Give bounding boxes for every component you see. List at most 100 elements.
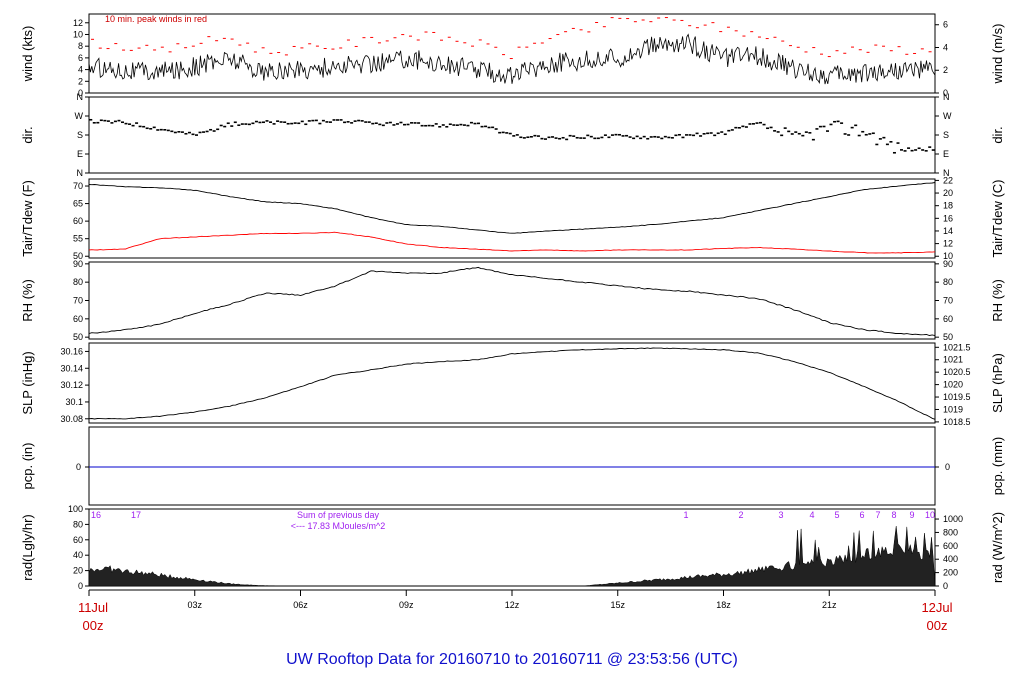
rh-tick-label-left: 60	[73, 314, 83, 324]
temp-tick-label-right: 12	[943, 239, 953, 249]
temp-tick-label-left: 70	[73, 181, 83, 191]
x-tick-label: 12z	[505, 600, 520, 610]
rad-tick-label-left: 100	[68, 504, 83, 514]
dir-ylabel-right: dir.	[990, 126, 1005, 143]
slp-ylabel-right: SLP (hPa)	[990, 353, 1005, 413]
wind-tick-label-right: 6	[943, 20, 948, 30]
temp-ylabel: Tair/Tdew (F)	[20, 180, 35, 257]
dir-tick-label-left: S	[77, 130, 83, 140]
rad-hour-label: 16	[91, 510, 101, 520]
wind-tick-label-right: 4	[943, 42, 948, 52]
slp-tick-label-right: 1021	[943, 355, 963, 365]
chart-title: UW Rooftop Data for 20160710 to 20160711…	[286, 651, 738, 668]
rad-ylabel-right: rad (W/m^2)	[990, 512, 1005, 583]
end-date-label: 12Jul	[921, 600, 952, 615]
rh-tick-label-right: 60	[943, 314, 953, 324]
slp-tick-label-right: 1021.5	[943, 342, 971, 352]
temp-tick-label-right: 14	[943, 226, 953, 236]
rh-tick-label-left: 50	[73, 332, 83, 342]
panel-slp: SLP (inHg) SLP (hPa) 30.08 30.1 30.12 30.14 30…	[20, 342, 1005, 427]
panel-temp: Tair/Tdew (F) Tair/Tdew (C) 50 55 60 65 70 10 12…	[20, 175, 1005, 261]
wind-frame	[88, 13, 936, 94]
rad-annotation-1: Sum of previous day	[297, 510, 380, 520]
slp-series-line	[88, 347, 936, 420]
wind-tick-label-left: 6	[78, 53, 83, 63]
rad-hour-label: 2	[738, 510, 743, 520]
rad-tick-label-left: 80	[73, 519, 83, 529]
temp-series-line	[88, 182, 936, 234]
rad-hour-label: 5	[834, 510, 839, 520]
wind-speed-line	[88, 33, 936, 85]
pcp-tick-label-left: 0	[76, 462, 81, 472]
x-tick-label: 09z	[399, 600, 414, 610]
panel-pcp: pcp. (in) pcp. (mm) 0 0	[20, 426, 1005, 506]
wind-tick-label-right: 0	[943, 88, 948, 98]
panel-rh: RH (%) RH (%) 50 60 70 80 90 50 60 70 80 90	[20, 259, 1005, 342]
rad-ylabel: rad(Lgly/hr)	[20, 514, 35, 580]
slp-tick-label-left: 30.16	[60, 346, 83, 356]
rad-tick-label-left: 20	[73, 566, 83, 576]
rad-hour-label: 17	[131, 510, 141, 520]
rh-series-line	[88, 266, 936, 337]
temp-tick-label-right: 18	[943, 201, 953, 211]
wind-ylabel: wind (kts)	[20, 26, 35, 83]
x-tick-label: 21z	[822, 600, 837, 610]
dir-frame	[88, 96, 936, 174]
rad-tick-label-right: 600	[943, 541, 958, 551]
rad-tick-label-right: 400	[943, 554, 958, 564]
temp-tick-label-right: 10	[943, 251, 953, 261]
dir-tick-label-left: N	[77, 92, 84, 102]
rh-tick-label-left: 70	[73, 296, 83, 306]
rh-tick-label-right: 50	[943, 332, 953, 342]
slp-tick-label-left: 30.1	[65, 397, 83, 407]
rad-tick-label-left: 40	[73, 550, 83, 560]
rad-hour-label: 7	[875, 510, 880, 520]
dir-tick-label-right: N	[943, 92, 950, 102]
slp-ylabel: SLP (inHg)	[20, 351, 35, 414]
radiation-area	[88, 525, 936, 587]
temp-tick-label-right: 20	[943, 188, 953, 198]
end-hour-label: 00z	[927, 618, 948, 633]
rh-ylabel: RH (%)	[20, 279, 35, 322]
temp-tick-label-right: 16	[943, 213, 953, 223]
temp-tick-label-right: 22	[943, 175, 953, 185]
x-tick-label: 06z	[293, 600, 308, 610]
rad-tick-label-right: 0	[943, 581, 948, 591]
wind-annotation: 10 min. peak winds in red	[105, 14, 207, 24]
temp-tick-label-left: 50	[73, 251, 83, 261]
dir-tick-label-right: N	[943, 168, 950, 178]
rh-tick-label-right: 70	[943, 296, 953, 306]
wind-tick-label-left: 0	[78, 88, 83, 98]
x-tick-label: 18z	[716, 600, 731, 610]
dir-tick-label-left: E	[77, 149, 83, 159]
rh-tick-label-left: 90	[73, 259, 83, 269]
rad-hour-label: 1	[683, 510, 688, 520]
dir-ylabel: dir.	[20, 126, 35, 143]
rh-tick-label-right: 80	[943, 277, 953, 287]
wind-tick-label-right: 2	[943, 65, 948, 75]
rad-tick-label-left: 60	[73, 535, 83, 545]
rad-tick-label-right: 1000	[943, 514, 963, 524]
wind-tick-label-left: 2	[78, 76, 83, 86]
temp-ylabel-right: Tair/Tdew (C)	[990, 179, 1005, 257]
wind-ylabel-right: wind (m/s)	[990, 24, 1005, 85]
rad-hour-label: 9	[909, 510, 914, 520]
rad-hour-label: 6	[859, 510, 864, 520]
pcp-tick-label-right: 0	[945, 462, 950, 472]
pcp-ylabel: pcp. (in)	[20, 443, 35, 490]
temp-series-line	[88, 231, 936, 254]
pcp-ylabel-right: pcp. (mm)	[990, 437, 1005, 496]
temp-tick-label-left: 55	[73, 234, 83, 244]
wind-tick-label-left: 10	[73, 29, 83, 39]
start-date-label: 11Jul	[78, 600, 108, 615]
temp-tick-label-left: 65	[73, 199, 83, 209]
start-hour-label: 00z	[83, 618, 104, 633]
x-tick-label: 15z	[610, 600, 625, 610]
temp-tick-label-left: 60	[73, 216, 83, 226]
slp-tick-label-left: 30.08	[60, 414, 83, 424]
slp-tick-label-right: 1019.5	[943, 392, 971, 402]
rad-hour-label: 4	[809, 510, 814, 520]
rh-ylabel-right: RH (%)	[990, 279, 1005, 322]
rad-hour-label: 3	[778, 510, 783, 520]
